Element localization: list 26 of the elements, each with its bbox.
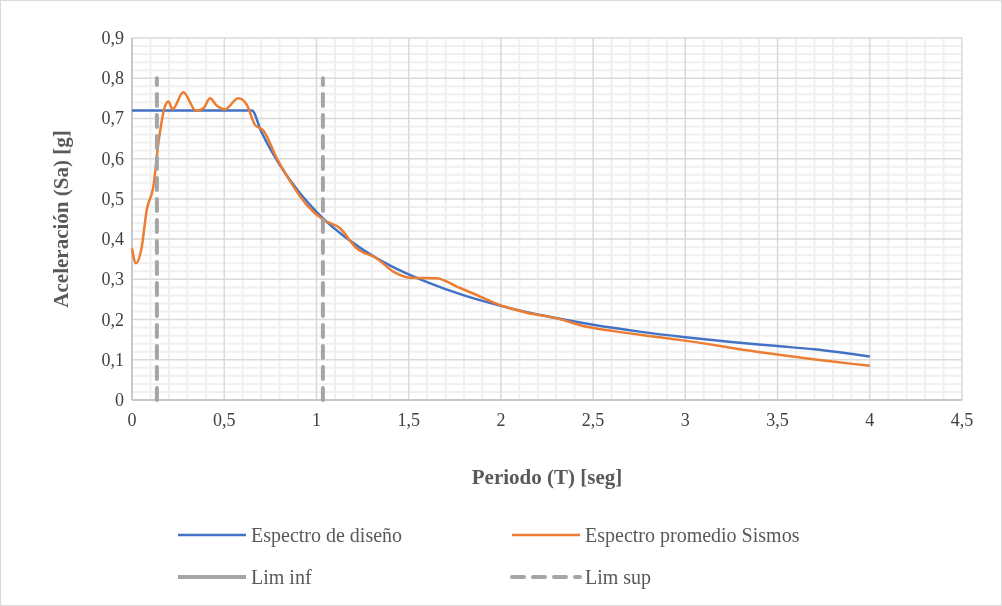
legend-label: Espectro promedio Sismos: [585, 524, 800, 547]
legend-label: Lim sup: [585, 566, 652, 589]
x-tick-label: 3: [680, 410, 690, 430]
x-tick-label: 4,5: [950, 410, 974, 430]
x-tick-label: 2: [496, 410, 506, 430]
x-tick-label: 4: [865, 410, 875, 430]
y-tick-label: 0,5: [101, 188, 124, 209]
y-tick-label: 0,3: [101, 269, 124, 290]
legend-label: Lim inf: [251, 566, 312, 588]
x-tick-label: 3,5: [766, 410, 789, 430]
y-tick-label: 0,7: [101, 108, 124, 129]
legend-label: Espectro de diseño: [251, 524, 403, 547]
x-tick-label: 0,5: [212, 410, 236, 430]
x-axis-title: Periodo (T) [seg]: [471, 465, 623, 489]
y-tick-label: 0,2: [101, 309, 124, 330]
x-tick-label: 1,5: [397, 410, 420, 430]
x-tick-label: 0: [127, 410, 137, 430]
y-tick-label: 0: [115, 390, 124, 410]
x-tick-label: 1: [311, 410, 321, 430]
y-tick-label: 0,9: [101, 28, 124, 48]
y-tick-label: 0,8: [101, 68, 124, 89]
y-tick-label: 0,6: [101, 148, 124, 169]
y-tick-label: 0,1: [101, 349, 124, 370]
y-tick-label: 0,4: [101, 229, 124, 250]
x-tick-label: 2,5: [581, 410, 605, 430]
y-axis-title: Aceleración (Sa) [g]: [49, 130, 73, 308]
